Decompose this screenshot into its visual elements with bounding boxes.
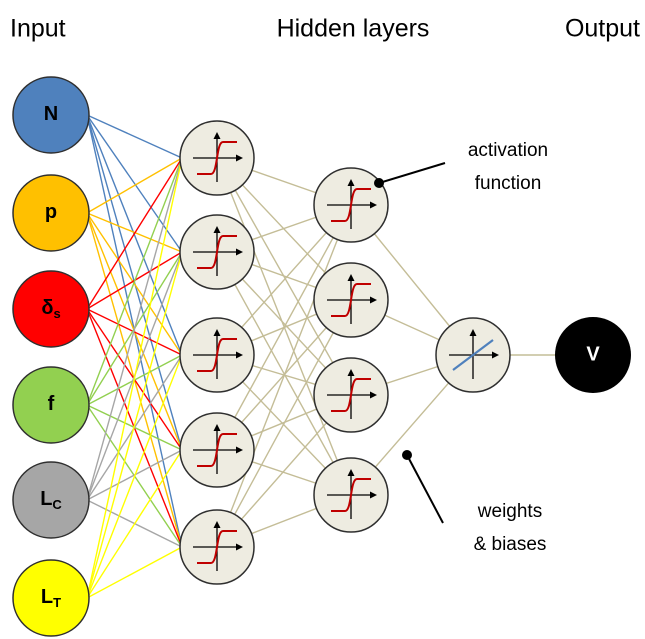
arrowhead xyxy=(347,369,355,376)
weight-edge xyxy=(86,157,183,599)
annotation-pointer xyxy=(406,454,444,524)
sigmoid-curve xyxy=(331,378,371,412)
arrowhead xyxy=(213,521,221,528)
arrowhead xyxy=(236,446,243,454)
label-main: f xyxy=(48,393,55,415)
input-label: LC xyxy=(40,488,62,512)
weight-edge xyxy=(86,114,183,159)
arrowhead xyxy=(347,469,355,476)
input-node xyxy=(12,366,90,444)
input-header: Input xyxy=(10,15,66,43)
weight-edge xyxy=(216,251,352,496)
sigmoid-curve xyxy=(197,141,237,175)
arrowhead xyxy=(213,424,221,431)
weight-edge xyxy=(216,204,352,548)
linear-curve xyxy=(452,339,494,371)
label-main: δ xyxy=(41,297,53,319)
input-node xyxy=(12,76,90,154)
arrowhead xyxy=(370,296,377,304)
weight-edge xyxy=(86,449,183,599)
weight-edge xyxy=(86,251,183,599)
arrowhead xyxy=(213,329,221,336)
arrowhead xyxy=(492,351,499,359)
annotation-dot xyxy=(374,178,384,188)
weight-edge xyxy=(86,354,183,599)
label-main: L xyxy=(40,488,52,510)
arrowhead xyxy=(236,351,243,359)
sigmoid-curve xyxy=(197,433,237,467)
input-node xyxy=(12,174,90,252)
sigmoid-curve xyxy=(197,235,237,269)
label-main: p xyxy=(45,201,57,223)
input-label: δs xyxy=(41,297,60,321)
activation-annotation: function xyxy=(475,173,542,194)
weight-edge xyxy=(86,157,183,406)
weight-edge xyxy=(86,157,183,214)
arrowhead xyxy=(236,154,243,162)
label-sub: T xyxy=(53,595,61,610)
output-node xyxy=(555,317,631,393)
arrowhead xyxy=(213,226,221,233)
label-sub: s xyxy=(53,306,60,321)
arrowhead xyxy=(370,491,377,499)
sigmoid-curve xyxy=(197,530,237,564)
output-label: V xyxy=(586,343,600,365)
weight-edge xyxy=(86,157,183,501)
arrowhead xyxy=(213,132,221,139)
input-label: N xyxy=(44,103,58,125)
weight-edge xyxy=(86,308,183,356)
input-label: LT xyxy=(41,586,61,610)
arrowhead xyxy=(347,179,355,186)
arrowhead xyxy=(347,274,355,281)
arrowhead xyxy=(370,201,377,209)
label-main: L xyxy=(41,586,53,608)
activation-annotation: activation xyxy=(468,140,548,161)
weight-edge xyxy=(86,114,183,356)
input-label: p xyxy=(45,201,57,223)
sigmoid-curve xyxy=(331,478,371,512)
weights-annotation: & biases xyxy=(474,534,547,555)
hidden-header: Hidden layers xyxy=(277,15,430,43)
sigmoid-curve xyxy=(197,338,237,372)
sigmoid-curve xyxy=(331,283,371,317)
weight-edge xyxy=(86,546,183,599)
output-header: Output xyxy=(565,15,640,43)
input-node xyxy=(12,559,90,637)
weight-edge xyxy=(216,299,352,548)
annotation-dot xyxy=(402,450,412,460)
input-label: f xyxy=(48,393,55,415)
sigmoid-curve xyxy=(331,188,371,222)
annotation-pointer xyxy=(378,162,446,184)
input-node xyxy=(12,461,90,539)
weight-edge xyxy=(216,204,352,451)
weight-edge xyxy=(86,157,183,310)
arrowhead xyxy=(236,248,243,256)
arrowhead xyxy=(370,391,377,399)
input-node xyxy=(12,270,90,348)
weights-annotation: weights xyxy=(477,501,542,522)
weight-edge xyxy=(86,212,183,356)
arrowhead xyxy=(236,543,243,551)
label-sub: C xyxy=(52,497,62,512)
arrowhead xyxy=(469,329,477,336)
weight-edge xyxy=(86,114,183,253)
label-main: N xyxy=(44,103,58,125)
